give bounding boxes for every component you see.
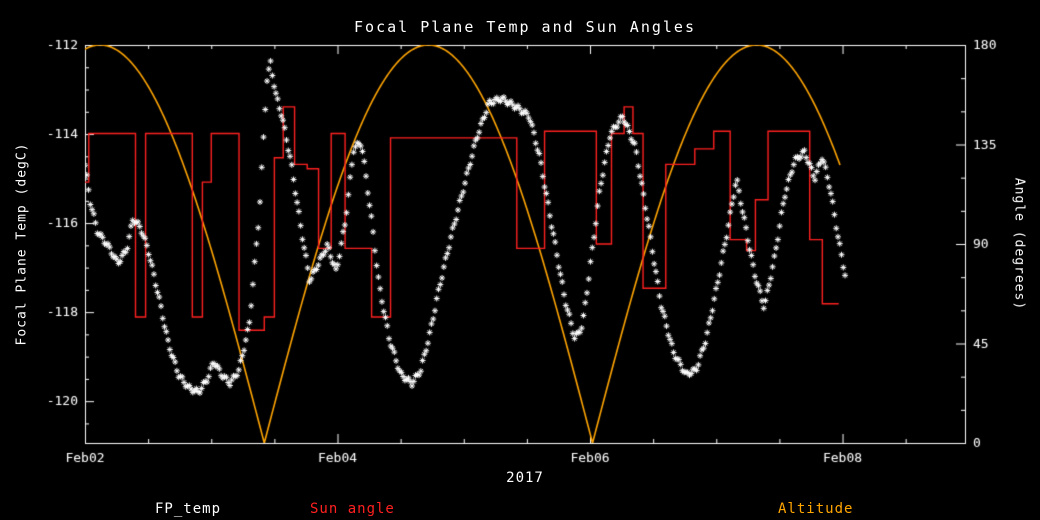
legend-sun-angle: Sun angle bbox=[310, 501, 395, 517]
y-axis-right-label: Angle (degrees) bbox=[1011, 177, 1027, 311]
x-axis-label: 2017 bbox=[506, 470, 544, 486]
legend-altitude: Altitude bbox=[778, 501, 854, 517]
legend-fp-temp: FP_temp bbox=[155, 501, 222, 517]
chart-title: Focal Plane Temp and Sun Angles bbox=[354, 18, 696, 36]
y-axis-left-label: Focal Plane Temp (degC) bbox=[14, 142, 30, 346]
